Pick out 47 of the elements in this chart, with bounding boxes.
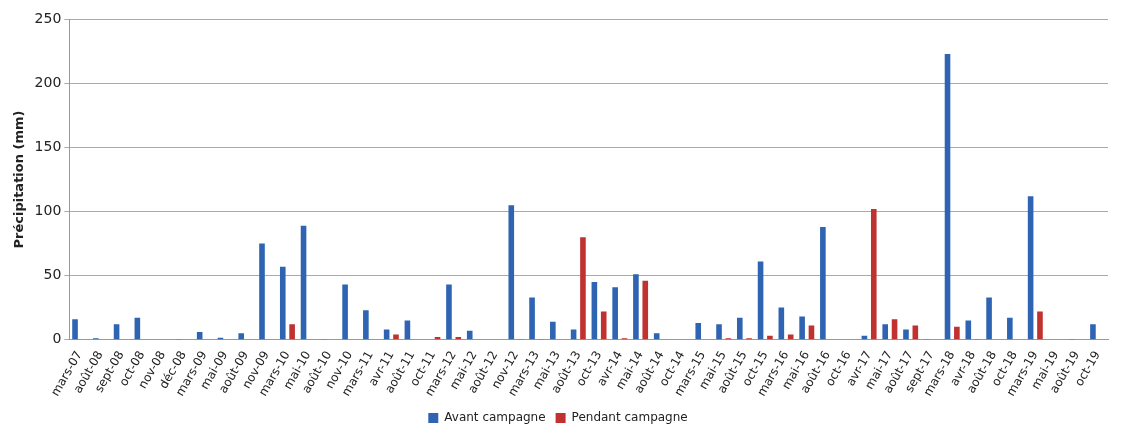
y-tick-label: 100 [34, 202, 62, 219]
bar [550, 321, 556, 340]
bar [870, 208, 877, 340]
bar [289, 324, 295, 340]
bar [633, 274, 639, 340]
bar [529, 297, 535, 340]
y-tick-label: 250 [34, 10, 62, 27]
y-tick-label: 150 [34, 138, 62, 155]
bar [653, 333, 660, 340]
bar [882, 324, 889, 340]
bar [695, 323, 702, 340]
bar [986, 297, 992, 340]
bar [612, 287, 618, 340]
bar [446, 284, 452, 340]
bar [72, 319, 78, 340]
y-axis-title: Précipitation (mm) [11, 110, 27, 249]
bar [799, 316, 805, 340]
bar [716, 324, 722, 340]
bar [259, 243, 265, 340]
bar [1090, 324, 1096, 340]
bar [279, 266, 286, 340]
y-tick-label: 0 [52, 330, 62, 347]
bar [903, 329, 909, 340]
bar [363, 310, 369, 340]
bar [383, 329, 390, 340]
bar [580, 237, 586, 340]
bar [600, 311, 607, 340]
y-tick-label: 200 [34, 74, 62, 91]
bar [393, 334, 399, 340]
legend-label: Pendant campagne [571, 410, 688, 425]
bar [466, 330, 473, 340]
bar [1037, 311, 1043, 340]
bar [570, 329, 577, 340]
bar [767, 335, 773, 340]
legend-label: Avant campagne [444, 410, 546, 425]
bar [736, 317, 743, 340]
bar [508, 205, 515, 340]
y-tick-label: 50 [43, 266, 62, 283]
bar [954, 326, 960, 340]
bar [1007, 317, 1013, 340]
bar [404, 320, 411, 340]
bar [113, 324, 120, 340]
bar [965, 320, 972, 340]
bar [238, 333, 245, 340]
bar [820, 226, 826, 340]
bar [642, 280, 649, 340]
bar [342, 284, 348, 340]
